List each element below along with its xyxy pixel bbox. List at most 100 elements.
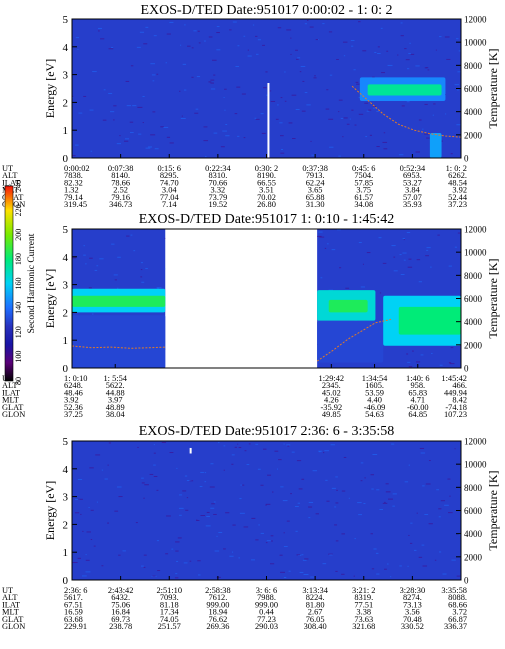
colorbar-tick: 140 [14, 302, 23, 314]
energy-tick: 0 [63, 363, 69, 375]
row-value: 2.67 [308, 608, 323, 617]
row-value: 2345. [322, 381, 341, 390]
row-value: 7838. [64, 171, 83, 180]
signal-band-6 [317, 320, 384, 363]
row-value: 38.04 [106, 410, 126, 419]
row-value: 290.03 [255, 622, 278, 631]
row-value: 6248. [64, 381, 83, 390]
row-value: 238.78 [109, 622, 132, 631]
row-value: 7504. [354, 171, 373, 180]
row-label-glat: GLAT [2, 403, 23, 412]
row-value: 26.80 [257, 200, 276, 209]
row-value: 3.56 [405, 608, 420, 617]
energy-tick: 5 [63, 14, 69, 26]
energy-tick: 3 [63, 70, 69, 82]
panel-title: EXOS-D/TED Date:951017 1: 0:10 - 1:45:42 [139, 212, 394, 227]
row-value: 66.55 [257, 178, 276, 187]
colorbar-tick: 200 [14, 229, 23, 241]
temperature-tick: 0 [464, 154, 469, 164]
row-value: 1.32 [64, 186, 79, 195]
signal-band-3 [72, 315, 166, 368]
row-value: 31.30 [306, 200, 325, 209]
row-value: 77.51 [354, 600, 373, 609]
row-value: 73.13 [403, 600, 422, 609]
energy-tick: 1 [63, 547, 69, 559]
row-value: 81.80 [306, 600, 325, 609]
data-segment-1 [72, 441, 461, 580]
row-value: 67.51 [64, 600, 83, 609]
row-value: 69.73 [111, 615, 130, 624]
row-value: 5617. [64, 593, 83, 602]
signal-band-5 [328, 299, 368, 313]
row-value: 53.27 [403, 178, 422, 187]
colorbar-tick: 120 [14, 326, 23, 338]
row-value: 0:00:02 [64, 164, 90, 173]
colorbar-tick: 180 [14, 253, 23, 265]
row-value: 81.18 [160, 600, 179, 609]
row-value: 6262. [448, 171, 467, 180]
row-label-ilat: ILAT [2, 178, 20, 187]
row-value: 65.88 [306, 193, 325, 202]
row-value: 107.23 [444, 410, 467, 419]
row-value: -46.09 [364, 403, 386, 412]
row-value: 82.32 [64, 178, 83, 187]
row-value: 4.26 [324, 396, 339, 405]
row-value: 76.62 [208, 615, 227, 624]
row-value: 49.85 [322, 410, 341, 419]
panel-title: EXOS-D/TED Date:951017 2:36: 6 - 3:35:58 [139, 424, 394, 439]
temperature-axis-label: Temperature [K] [486, 48, 500, 128]
row-value: 65.83 [408, 388, 427, 397]
temperature-axis-label: Temperature [K] [486, 470, 500, 550]
row-value: 62.24 [306, 178, 326, 187]
row-value: 8140. [111, 171, 130, 180]
row-value: 17.34 [160, 608, 180, 617]
row-value: 77.23 [257, 615, 276, 624]
row-value: 1605. [365, 381, 384, 390]
temperature-tick: 4000 [464, 529, 483, 539]
row-value: -35.92 [321, 403, 343, 412]
panel-2: EXOS-D/TED Date:951017 1: 0:10 - 1:45:42… [2, 180, 500, 419]
row-value: 68.66 [448, 600, 467, 609]
row-value: 319.45 [64, 200, 87, 209]
temperature-tick: 10000 [464, 460, 487, 470]
energy-tick: 1 [63, 125, 69, 137]
row-value: 8274. [403, 593, 422, 602]
panel-3: EXOS-D/TED Date:951017 2:36: 6 - 3:35:58… [2, 424, 500, 631]
temperature-tick: 2000 [464, 130, 483, 140]
row-value: 79.16 [111, 193, 130, 202]
row-value: 64.85 [408, 410, 427, 419]
row-value: 75.06 [111, 600, 130, 609]
row-value: 57.85 [354, 178, 373, 187]
row-value: 6432. [111, 593, 130, 602]
temperature-tick: 4000 [464, 317, 483, 327]
row-value: 1: 5:54 [103, 374, 127, 383]
row-value: 4.40 [367, 396, 382, 405]
temperature-tick: 12000 [464, 15, 487, 25]
energy-tick: 2 [63, 307, 69, 319]
row-value: 3.92 [452, 186, 467, 195]
row-value: 7913. [306, 171, 325, 180]
energy-tick: 4 [63, 464, 69, 476]
energy-tick: 3 [63, 492, 69, 504]
row-value: 19.52 [208, 200, 227, 209]
row-value: 3.75 [356, 186, 371, 195]
row-value: 73.79 [208, 193, 227, 202]
energy-tick: 5 [63, 436, 69, 448]
temperature-tick: 8000 [464, 61, 483, 71]
row-value: 3.04 [162, 186, 177, 195]
row-value: 3.84 [405, 186, 420, 195]
row-value: 8310. [208, 171, 227, 180]
row-value: 336.37 [444, 622, 467, 631]
row-value: 0:30: 2 [255, 164, 279, 173]
row-value: 8319. [354, 593, 373, 602]
row-value: 2:36: 6 [64, 586, 88, 595]
row-value: 8088. [448, 593, 467, 602]
row-value: 2:51:10 [156, 586, 182, 595]
row-value: 308.40 [304, 622, 327, 631]
row-value: 0:37:38 [302, 164, 328, 173]
row-value: 2.52 [113, 186, 128, 195]
row-value: 5622. [106, 381, 125, 390]
colorbar-tick: 220 [14, 204, 23, 216]
row-value: 44.88 [106, 388, 125, 397]
